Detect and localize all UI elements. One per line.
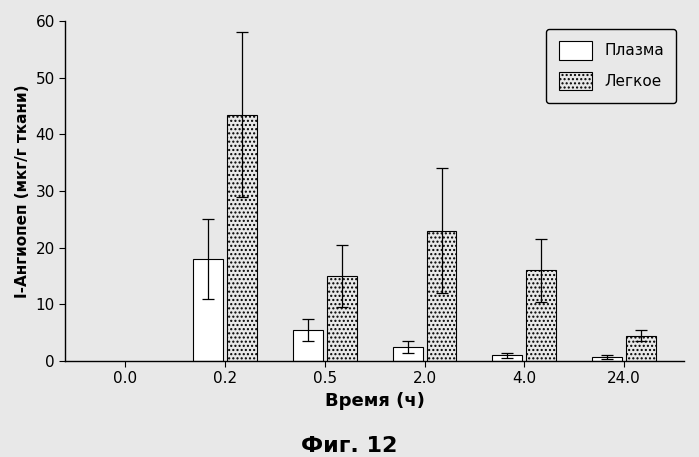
Bar: [293, 330, 323, 361]
Legend: Плазма, Легкое: Плазма, Легкое: [547, 29, 677, 102]
Bar: [326, 276, 356, 361]
Bar: [526, 271, 556, 361]
Bar: [626, 335, 656, 361]
Bar: [592, 357, 622, 361]
Y-axis label: I-Ангиопеп (мкг/г ткани): I-Ангиопеп (мкг/г ткани): [15, 84, 30, 298]
Text: Фиг. 12: Фиг. 12: [301, 436, 398, 457]
Bar: [227, 115, 257, 361]
Bar: [193, 259, 223, 361]
Bar: [492, 356, 522, 361]
X-axis label: Время (ч): Время (ч): [325, 392, 424, 410]
Bar: [393, 347, 423, 361]
Bar: [426, 231, 456, 361]
